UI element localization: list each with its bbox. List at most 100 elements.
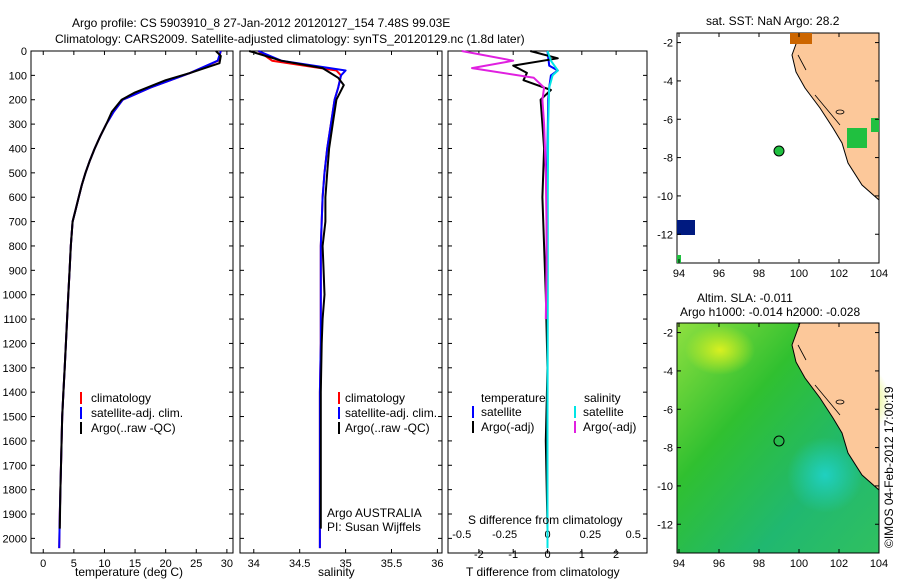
s-difference-xlabel: S difference from climatology	[468, 513, 623, 527]
map-y-tick-label: -8	[663, 443, 673, 455]
map-x-tick-label: 96	[713, 558, 725, 570]
sst-patch-blue	[677, 220, 695, 235]
map-x-tick-label: 94	[673, 268, 685, 280]
argo-float-marker	[773, 435, 785, 447]
depth-tick-label: 1700	[3, 460, 27, 472]
series-argo-raw-qc-	[58, 50, 222, 529]
sla-low-anomaly	[787, 437, 863, 513]
s-difference-tick-label: -0.5	[452, 529, 471, 541]
sst-map: sat. SST: NaN Argo: 28.2 -2 -4 -6 -8 -10 -12 9…	[657, 14, 888, 280]
sumatra-landmass	[791, 32, 880, 202]
depth-tick-label: 800	[9, 241, 27, 253]
map-y-tick-label: -12	[657, 229, 673, 241]
legend-sal-satellite: satellite	[583, 405, 624, 419]
map-y-tick-label: -12	[657, 519, 673, 531]
map-y-tick-label: -2	[663, 328, 673, 340]
difference-panel: -2 -1 0 1 2-0.5 -0.25 0 0.25 0.5 T difference fr…	[447, 50, 648, 579]
sumatra-landmass	[791, 322, 880, 492]
map-x-tick-label: 94	[673, 558, 685, 570]
map-x-tick-label: 104	[870, 558, 888, 570]
argo-float-marker	[773, 145, 785, 157]
map-y-tick-label: -4	[663, 76, 673, 88]
salinity-x-tick-label: 34	[248, 558, 260, 570]
temperature-panel: 0100200300400500600700800900100011001200…	[3, 46, 647, 579]
island	[835, 109, 845, 115]
temperature-x-tick-label: 0	[40, 558, 46, 570]
salinity-x-tick-label: 35	[339, 558, 351, 570]
series-climatology	[257, 50, 342, 549]
series-salinity-satellite	[546, 50, 559, 549]
map-x-tick-label: 98	[753, 558, 765, 570]
salinity-x-tick-label: 34.5	[289, 558, 310, 570]
legend-climatology: climatology	[91, 391, 151, 405]
map-y-tick-label: -6	[663, 114, 673, 126]
map-x-tick-label: 102	[830, 558, 848, 570]
depth-tick-label: 1800	[3, 485, 27, 497]
depth-tick-label: 1000	[3, 290, 27, 302]
legend-sal-argo: Argo(-adj)	[583, 420, 636, 434]
depth-tick-label: 2000	[3, 533, 27, 545]
salinity-x-axis: 34 34.5 35 35.5 36	[248, 51, 444, 570]
map-x-tick-label: 96	[713, 268, 725, 280]
map-x-tick-label: 100	[790, 558, 808, 570]
depth-tick-label: 1500	[3, 412, 27, 424]
island	[835, 399, 845, 405]
difference-x-tick-label: -2	[474, 549, 484, 561]
t-difference-xlabel: T difference from climatology	[466, 565, 620, 579]
series-temperature-argo-adj-	[512, 50, 559, 529]
s-difference-tick-label: 0.25	[580, 529, 601, 541]
legend-temp-satellite: satellite	[481, 405, 522, 419]
series-satellite-adj-clim-	[58, 50, 222, 549]
title-line1: Argo profile: CS 5903910_8 27-Jan-2012 2…	[72, 16, 450, 30]
series-climatology	[58, 50, 222, 549]
depth-tick-label: 1600	[3, 436, 27, 448]
temperature-axes-frame	[30, 50, 234, 554]
depth-tick-label: 0	[21, 46, 27, 58]
sst-map-title: sat. SST: NaN Argo: 28.2	[706, 14, 840, 28]
sla-map: Altim. SLA: -0.011 Argo h1000: -0.014 h2…	[657, 291, 890, 570]
legend-satellite: satellite-adj. clim.	[91, 406, 183, 420]
temperature-xlabel: temperature (deg C)	[75, 565, 183, 579]
depth-tick-label: 1900	[3, 509, 27, 521]
salinity-xlabel: salinity	[318, 565, 355, 579]
difference-series	[461, 50, 559, 549]
sla-map-title2: Argo h1000: -0.014 h2000: -0.028	[680, 305, 860, 319]
legend-argo: Argo(..raw -QC)	[91, 421, 176, 435]
temperature-series	[58, 50, 222, 549]
depth-tick-label: 300	[9, 119, 27, 131]
temperature-x-tick-label: 25	[190, 558, 202, 570]
sst-patch-green	[847, 128, 867, 148]
salinity-x-tick-label: 36	[431, 558, 443, 570]
series-salinity-argo-adj-	[461, 50, 548, 320]
s-difference-tick-label: 0.5	[626, 529, 641, 541]
depth-tick-label: 1300	[3, 363, 27, 375]
map-x-tick-label: 98	[753, 268, 765, 280]
legend-climatology: climatology	[345, 391, 405, 405]
temperature-x-tick-label: 30	[221, 558, 233, 570]
salinity-series	[248, 50, 347, 549]
coastline-islands	[797, 54, 841, 126]
depth-tick-label: 1200	[3, 338, 27, 350]
coastline-islands	[797, 344, 841, 416]
temperature-legend: climatology satellite-adj. clim. Argo(..…	[80, 391, 183, 435]
sla-high-anomaly-nw	[685, 325, 755, 375]
depth-tick-label: 100	[9, 70, 27, 82]
map-y-tick-label: -6	[663, 404, 673, 416]
title-line2: Climatology: CARS2009. Satellite-adjuste…	[55, 32, 525, 46]
salinity-legend: climatology satellite-adj. clim. Argo(..…	[338, 391, 437, 435]
sst-map-axes: -2 -4 -6 -8 -10 -12 94 96 98 100 102 104	[657, 33, 888, 280]
difference-x-tick-label: 2	[613, 549, 619, 561]
difference-x-tick-label: -1	[508, 549, 518, 561]
s-difference-tick-label: -0.25	[492, 529, 517, 541]
salinity-x-tick-label: 35.5	[381, 558, 402, 570]
depth-axis: 0 100 200 300 400 500 600 700 800 900 1000 1100 1200…	[3, 46, 647, 545]
map-y-tick-label: -2	[663, 38, 673, 50]
sla-map-title1: Altim. SLA: -0.011	[697, 291, 793, 305]
temperature-x-axis: 0 5 10 15 20 25 30	[40, 51, 233, 570]
map-y-tick-label: -8	[663, 153, 673, 165]
temperature-x-tick-label: 5	[71, 558, 77, 570]
map-y-tick-label: -10	[657, 191, 673, 203]
difference-legend: temperature salinity satellite Argo(-adj…	[472, 391, 636, 434]
sst-patch-green-edge	[871, 118, 879, 132]
